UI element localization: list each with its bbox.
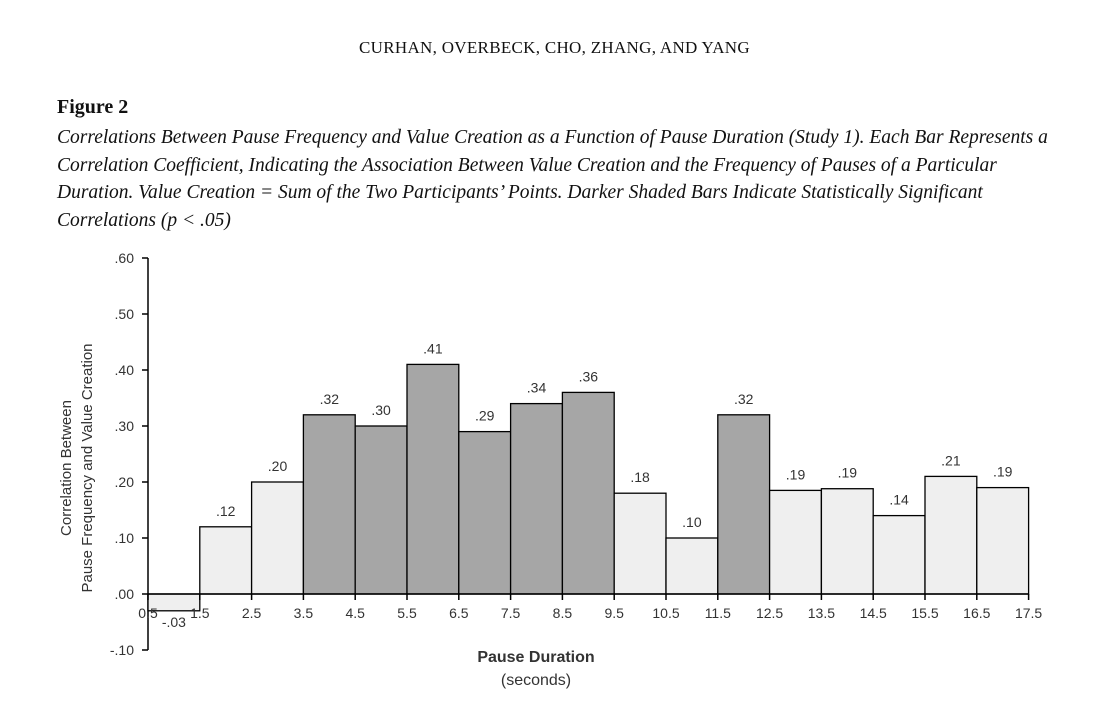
x-axis-subtitle: (seconds) xyxy=(501,672,571,689)
bar-10 xyxy=(665,537,719,595)
x-tick-label-1: 1.5 xyxy=(190,605,210,621)
x-tick-label-10: 10.5 xyxy=(652,605,679,621)
x-tick-label-15: 15.5 xyxy=(911,605,938,621)
x-tick-label-5: 5.5 xyxy=(397,605,417,621)
bar-7 xyxy=(509,402,564,595)
bar-label-16: .19 xyxy=(993,464,1013,480)
x-tick-label-6: 6.5 xyxy=(449,605,469,621)
bar-label-5: .41 xyxy=(423,340,443,356)
bar-label-10: .10 xyxy=(682,514,702,530)
bar-label-1: .12 xyxy=(216,503,236,519)
bar-9 xyxy=(613,492,667,595)
x-tick-label-12: 12.5 xyxy=(756,605,783,621)
bar-11 xyxy=(717,414,771,595)
bar-14 xyxy=(872,514,926,595)
y-tick-label-2: .40 xyxy=(115,362,135,378)
bar-label-3: .32 xyxy=(320,391,340,407)
figure-label: Figure 2 xyxy=(57,96,129,118)
bar-chart: Correlation Between Pause Frequency and … xyxy=(58,250,1042,689)
bar-13 xyxy=(820,488,874,595)
bar-label-2: .20 xyxy=(268,458,288,474)
x-tick-label-0: 0.5 xyxy=(138,605,158,621)
x-tick-label-3: 3.5 xyxy=(294,605,314,621)
bar-12 xyxy=(768,489,823,595)
x-tick-label-9: 9.5 xyxy=(604,605,624,621)
y-tick-label-1: .50 xyxy=(115,306,135,322)
y-tick-label-4: .20 xyxy=(115,474,135,490)
bar-label-9: .18 xyxy=(630,469,650,485)
bar-labels: -.03 .12 .20 .32 .30 .41 .29 .34 .36 .18 .10 .32 .19… xyxy=(162,340,1013,629)
y-tick-label-0: .60 xyxy=(115,250,135,266)
x-tick-label-2: 2.5 xyxy=(242,605,262,621)
bar-label-6: .29 xyxy=(475,408,495,424)
bar-label-11: .32 xyxy=(734,391,754,407)
bar-label-15: .21 xyxy=(941,452,961,468)
bar-3 xyxy=(302,414,356,595)
figure-caption: Correlations Between Pause Frequency and… xyxy=(57,127,1048,231)
y-axis-title-line2: Pause Frequency and Value Creation xyxy=(79,343,96,592)
x-tick-label-17: 17.5 xyxy=(1015,605,1042,621)
y-tick-label-6: .00 xyxy=(115,586,135,602)
bar-8 xyxy=(561,391,615,595)
x-tick-label-16: 16.5 xyxy=(963,605,990,621)
bar-15 xyxy=(924,475,978,595)
y-tick-label-5: .10 xyxy=(115,530,135,546)
x-tick-label-11: 11.5 xyxy=(705,605,731,621)
y-tick-label-3: .30 xyxy=(115,418,135,434)
bar-4 xyxy=(354,425,408,595)
bar-6 xyxy=(458,430,512,595)
bars xyxy=(147,363,1030,612)
x-tick-label-7: 7.5 xyxy=(501,605,521,621)
x-tick-label-14: 14.5 xyxy=(860,605,887,621)
bar-label-7: .34 xyxy=(527,380,547,396)
running-head: CURHAN, OVERBECK, CHO, ZHANG, AND YANG xyxy=(359,38,750,57)
bar-1 xyxy=(199,526,253,595)
bar-label-8: .36 xyxy=(579,368,599,384)
x-axis-title: Pause Duration xyxy=(477,649,594,666)
bar-label-12: .19 xyxy=(786,466,806,482)
bar-16 xyxy=(976,486,1030,595)
y-axis-title-line1: Correlation Between xyxy=(58,400,75,536)
bar-label-14: .14 xyxy=(889,492,909,508)
bar-5 xyxy=(406,363,460,595)
y-tick-label-7: -.10 xyxy=(110,642,134,658)
y-axis: .60 .50 .40 .30 .20 .10 .00 -.10 xyxy=(110,250,149,658)
x-axis: 0.5 1.5 2.5 3.5 4.5 5.5 6.5 7.5 8.5 9.5 10.5 11.5 12… xyxy=(138,593,1042,621)
x-tick-label-8: 8.5 xyxy=(553,605,573,621)
bar-label-4: .30 xyxy=(371,402,391,418)
bar-label-0: -.03 xyxy=(162,614,186,630)
bar-2 xyxy=(250,481,305,595)
x-tick-label-13: 13.5 xyxy=(808,605,835,621)
x-tick-label-4: 4.5 xyxy=(345,605,365,621)
bar-label-13: .19 xyxy=(838,465,858,481)
y-axis-title: Correlation Between Pause Frequency and … xyxy=(58,343,96,592)
